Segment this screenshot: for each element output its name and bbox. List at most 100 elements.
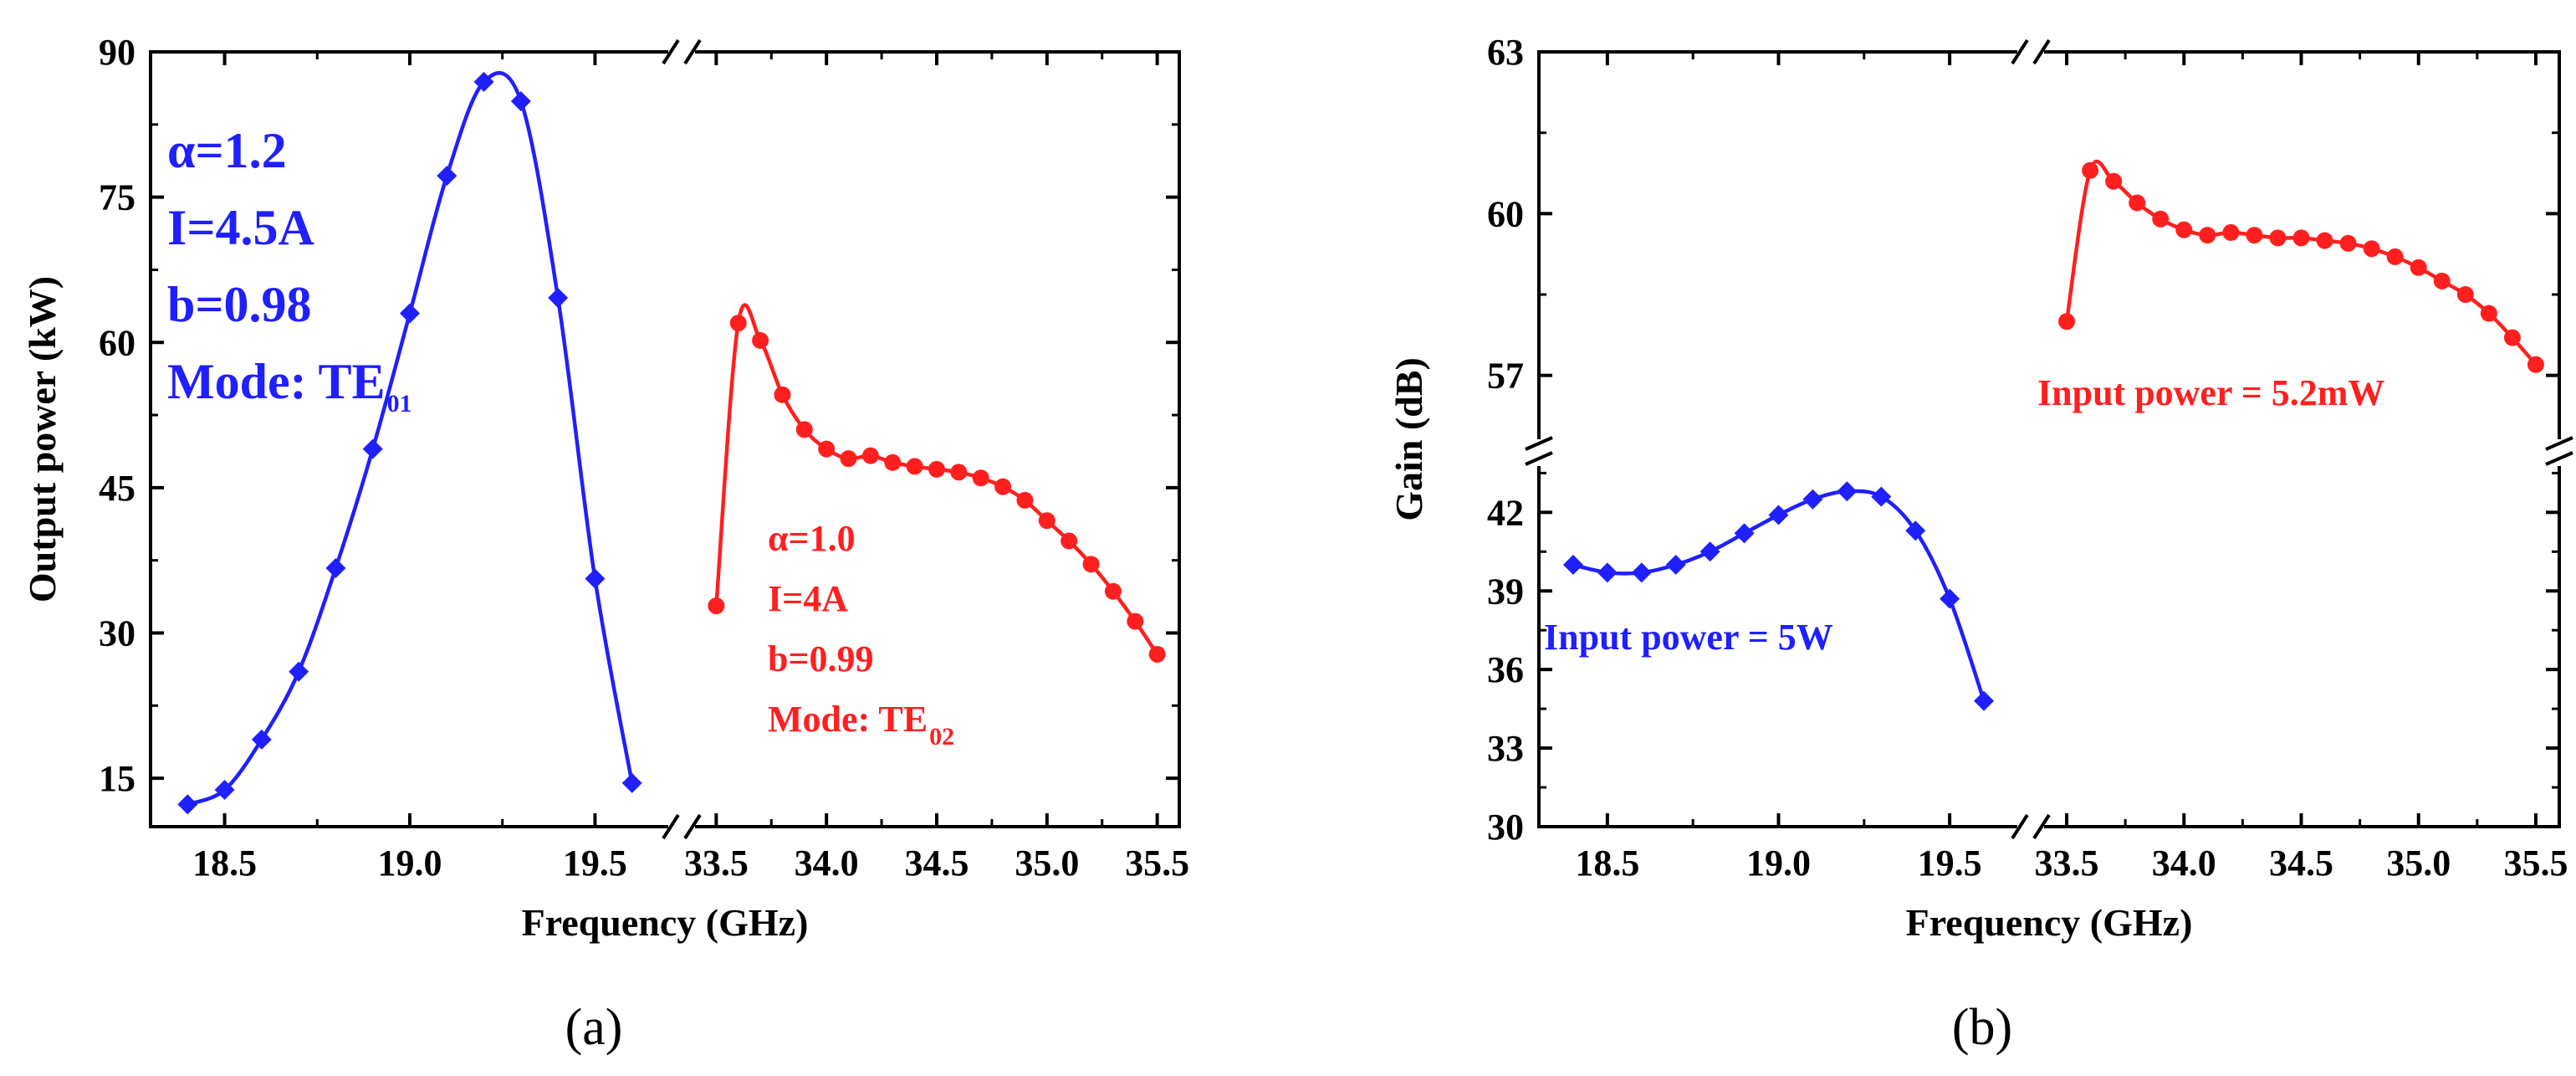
annotation-line: I=4A: [768, 578, 848, 619]
data-point-circle: [861, 447, 879, 464]
x-axis-break-bottom-stroke-1: [2011, 813, 2029, 840]
y-tick-label: 33: [1487, 728, 1524, 769]
x-axis-title: Frequency (GHz): [522, 901, 809, 944]
y-tick-label: 60: [99, 322, 135, 363]
data-point-diamond: [177, 794, 198, 815]
data-point-diamond: [325, 557, 346, 578]
data-point-diamond: [251, 729, 272, 750]
series-line-blue: [187, 70, 634, 807]
data-point-circle: [1038, 512, 1055, 530]
annotation-subscript: 01: [387, 390, 412, 418]
data-point-circle: [2129, 194, 2146, 212]
data-point-diamond: [621, 772, 642, 793]
data-point-circle: [752, 331, 769, 349]
data-point-circle: [818, 440, 836, 458]
data-point-circle: [774, 386, 791, 403]
y-tick-label: 30: [1487, 807, 1524, 848]
x-axis-break-bottom-stroke-2: [2032, 813, 2051, 840]
y-tick-label: 75: [99, 177, 135, 218]
y-tick-label: 57: [1487, 356, 1524, 397]
data-point-circle: [1082, 556, 1100, 573]
data-point-circle: [1127, 612, 1144, 630]
x-axis-break-top-stroke-2: [2032, 38, 2051, 65]
annotation-line: b=0.98: [167, 277, 312, 332]
x-tick-label: 34.0: [2152, 843, 2216, 884]
y-tick-label: 39: [1487, 571, 1524, 612]
data-point-diamond: [400, 303, 420, 324]
x-tick-label: 33.5: [2035, 843, 2099, 884]
data-point-circle: [2082, 161, 2099, 179]
data-point-circle: [2292, 229, 2310, 247]
data-point-circle: [708, 597, 725, 615]
x-axis-break-bottom-stroke-1: [662, 813, 680, 840]
data-point-circle: [972, 469, 989, 487]
data-point-circle: [2175, 221, 2193, 238]
series-line-red: [2064, 160, 2538, 366]
data-point-circle: [2503, 329, 2521, 346]
data-point-diamond: [585, 568, 606, 589]
x-tick-label: 34.5: [2269, 843, 2333, 884]
data-point-circle: [2222, 223, 2240, 241]
data-point-diamond: [473, 71, 494, 92]
data-point-circle: [2269, 229, 2287, 247]
data-point-circle: [2386, 248, 2404, 265]
y-tick-label: 63: [1487, 32, 1524, 73]
data-point-circle: [840, 450, 857, 468]
y-tick-label: 90: [99, 32, 135, 73]
data-point-circle: [884, 453, 902, 471]
panel-label: (a): [565, 999, 623, 1056]
annotation-subscript: 02: [929, 723, 954, 751]
x-tick-label: 18.5: [192, 843, 257, 884]
x-tick-label: 19.5: [563, 843, 627, 884]
data-point-circle: [2456, 286, 2474, 303]
annotation-line: Mode: TE: [768, 699, 928, 740]
x-tick-label: 19.5: [1918, 843, 1982, 884]
annotation-blue: Input power = 5W: [1544, 617, 1833, 658]
y-tick-label: 36: [1487, 649, 1524, 690]
annotation-line: b=0.99: [768, 638, 874, 679]
data-point-circle: [2152, 210, 2170, 228]
data-point-circle: [928, 460, 945, 478]
plot-frame: [1537, 50, 2561, 828]
data-point-diamond: [1768, 505, 1789, 525]
data-point-diamond: [1631, 562, 1652, 583]
x-tick-label: 33.5: [684, 843, 749, 884]
annotation-line: I=4.5A: [167, 200, 314, 255]
data-point-circle: [994, 478, 1012, 495]
data-point-circle: [2199, 227, 2216, 244]
data-point-diamond: [1562, 554, 1583, 575]
y-axis-break-left-stroke-2: [1525, 451, 1553, 466]
x-tick-label: 19.0: [378, 843, 442, 884]
data-point-diamond: [1940, 588, 1960, 609]
y-axis-break-left-stroke-1: [1525, 436, 1553, 451]
plot-frame: [149, 50, 1181, 828]
data-point-circle: [2339, 234, 2357, 252]
y-axis-break-right-stroke-2: [2545, 451, 2573, 466]
x-axis-break-bottom-stroke-2: [683, 813, 702, 840]
data-point-circle: [1148, 645, 1166, 663]
y-tick-label: 45: [99, 468, 135, 509]
annotation-line: Mode: TE: [167, 354, 386, 409]
annotation-line: α=1.0: [768, 518, 856, 559]
y-axis-title: Gain (dB): [1388, 357, 1430, 521]
panel-a: 18.5 19.0 19.5 33.5 34.0 34.5 35.0 35.5 15 30 45 60…: [21, 32, 1189, 1056]
data-point-circle: [2058, 313, 2076, 330]
data-point-circle: [2316, 232, 2333, 249]
data-point-circle: [2246, 227, 2263, 244]
data-point-circle: [795, 421, 813, 438]
y-axis-title: Output power (kW): [21, 276, 64, 602]
y-tick-label: 30: [99, 613, 135, 654]
y-tick-label: 42: [1487, 492, 1524, 533]
y-tick-label: 60: [1487, 193, 1524, 234]
x-axis-break-top-stroke-1: [662, 38, 680, 65]
annotation-red: Input power = 5.2mW: [2037, 372, 2384, 413]
data-point-circle: [2480, 305, 2497, 322]
data-point-diamond: [289, 661, 309, 682]
data-point-circle: [1016, 491, 1034, 509]
data-point-diamond: [214, 780, 235, 801]
x-tick-label: 34.5: [905, 843, 969, 884]
data-point-diamond: [1734, 523, 1755, 544]
data-point-circle: [2433, 272, 2451, 289]
panel-b: 18.5 19.0 19.5 33.5 34.0 34.5 35.0 35.5 30 33 36 39…: [1388, 32, 2573, 1056]
